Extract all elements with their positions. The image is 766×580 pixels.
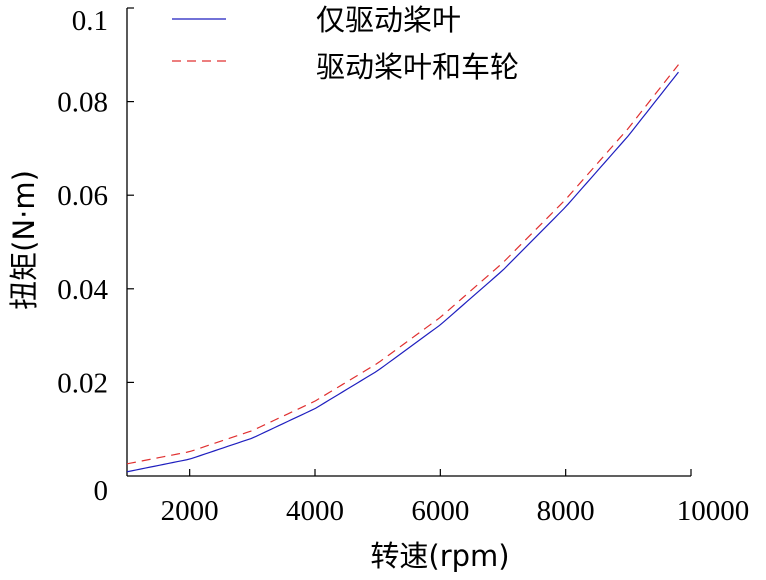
legend-label-series-2: 驱动桨叶和车轮 [316,50,519,84]
y-axis-title: 扭矩(N·m) [7,170,41,310]
y-tick-label: 0.08 [57,87,108,119]
legend-label-series-1: 仅驱动桨叶 [316,3,461,37]
x-tick-label: 2000 [161,495,219,527]
y-tick-label: 0.04 [57,274,108,306]
y-tick-label: 0 [94,475,109,507]
x-tick-label: 8000 [537,495,595,527]
ticks-layer: 2000 4000 6000 8000 10000 0 0.02 0.04 0.06 0.08 0.… [57,5,749,527]
axes [126,8,691,477]
y-tick-label: 0.02 [57,367,108,399]
series-layer [126,64,679,473]
x-tick-label: 10000 [677,495,750,527]
y-tick-label: 0.06 [57,180,108,212]
series-line-1 [126,71,679,473]
x-tick-label: 4000 [286,495,344,527]
y-tick-label: 0.1 [72,5,108,37]
legend: 仅驱动桨叶 驱动桨叶和车轮 [172,3,519,84]
x-axis-title: 转速(rpm) [370,539,509,573]
x-tick-label: 6000 [411,495,469,527]
series-line-2 [126,64,679,465]
